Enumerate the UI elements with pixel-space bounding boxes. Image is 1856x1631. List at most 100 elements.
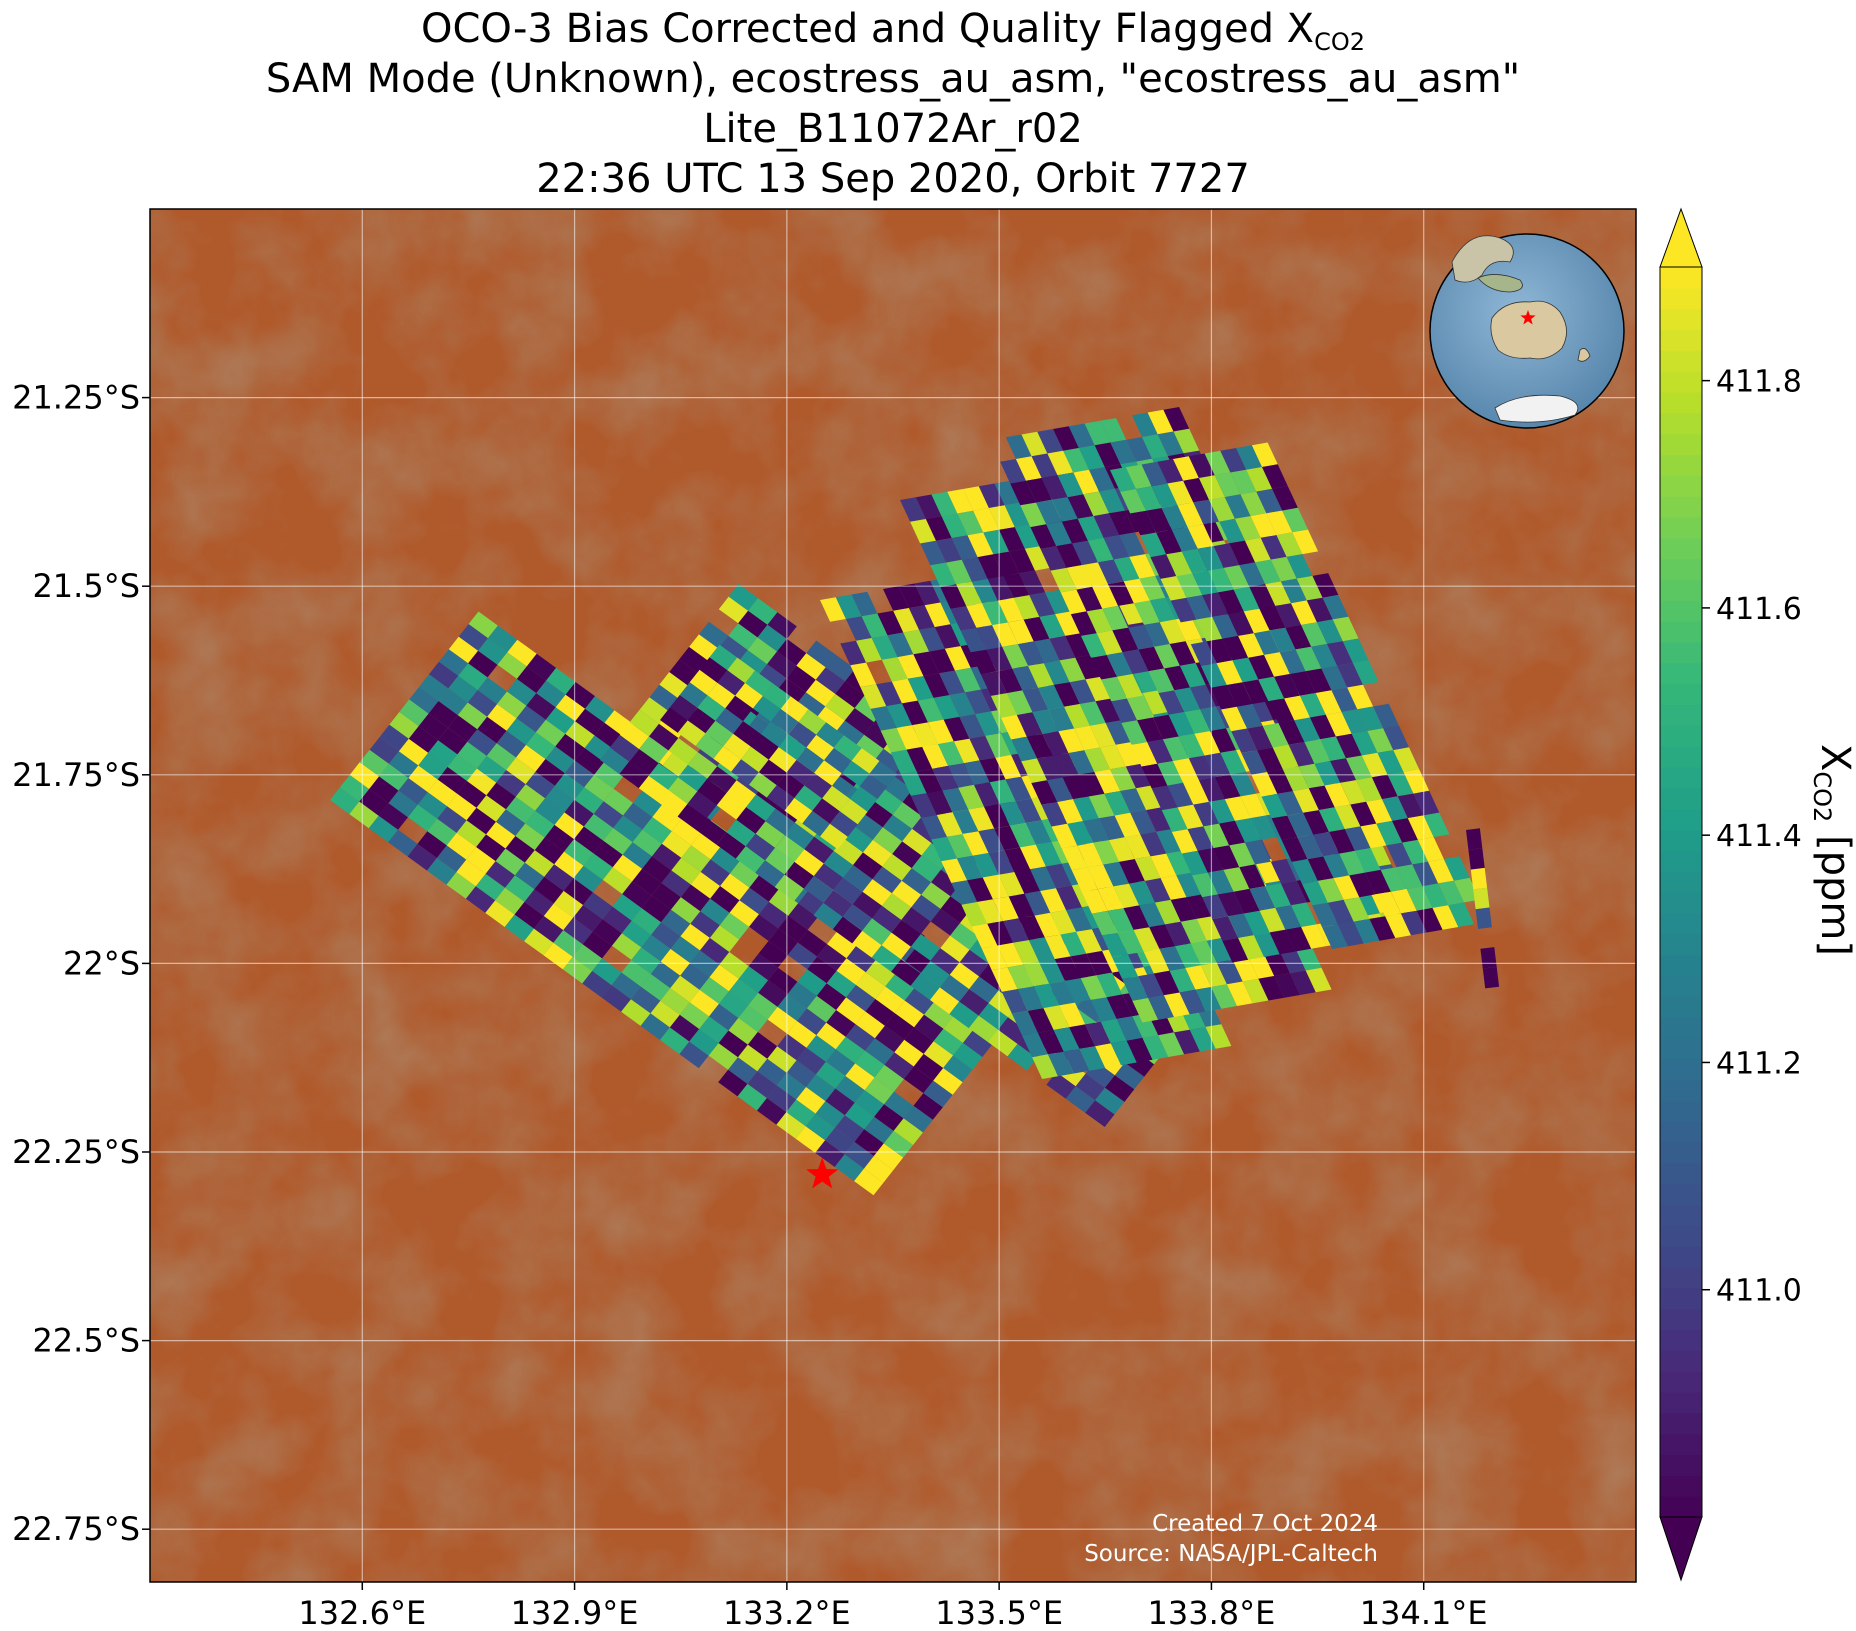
footprint-cell — [1261, 793, 1288, 819]
footprint-cell — [639, 697, 669, 724]
footprint-cell — [749, 875, 779, 902]
footprint-cell — [1033, 983, 1060, 1009]
footprint-cell — [1380, 867, 1407, 892]
footprint-cell — [678, 764, 708, 792]
footprint-cell — [1009, 823, 1036, 848]
footprint-cell — [777, 1033, 807, 1061]
footprint-cell — [1036, 499, 1062, 525]
footprint-cell — [680, 923, 710, 951]
footprint-cell — [1037, 429, 1064, 454]
footprint-cell — [950, 606, 977, 631]
lat-tick-label: 22.25°S — [12, 1133, 140, 1171]
footprint-cell — [1428, 858, 1454, 884]
footprint-cell — [902, 828, 932, 856]
footprint-cell — [768, 889, 799, 916]
footprint-cell — [884, 1052, 914, 1079]
footprint-cell — [1023, 616, 1050, 642]
footprint-cell — [988, 1029, 1018, 1057]
footprint-cell — [1343, 897, 1370, 922]
lon-tick-label: 133.2°E — [723, 1594, 851, 1631]
footprint-cell — [526, 693, 556, 720]
footprint-cell — [825, 654, 856, 682]
footprint-cell — [1312, 902, 1338, 928]
footprint-cell — [728, 584, 758, 611]
title-line-3: Lite_B11072Ar_r02 — [703, 106, 1083, 152]
footprint-cell — [1173, 428, 1200, 454]
footprint-cell — [1194, 731, 1221, 756]
footprint-cell — [1120, 489, 1146, 514]
footprint-cell — [1284, 695, 1310, 721]
footprint-cell — [920, 960, 950, 988]
footprint-cell — [882, 854, 912, 881]
footprint-cell — [1102, 932, 1128, 958]
footprint-cell — [869, 761, 898, 787]
footprint-cell — [855, 1011, 885, 1039]
footprint-cell — [893, 1118, 923, 1145]
footprint-cell — [971, 578, 998, 604]
colorbar-segment — [1660, 850, 1702, 872]
footprint-cell — [1169, 968, 1196, 993]
footprint-cell — [466, 847, 496, 874]
footprint-cell — [446, 872, 476, 899]
footprint-cell — [603, 828, 633, 855]
footprint-cell — [934, 624, 961, 649]
footprint-cell — [1241, 750, 1268, 775]
footprint-cell — [1274, 674, 1300, 699]
footprint-cell — [913, 1093, 943, 1120]
footprint-cell — [825, 693, 855, 721]
footprint-cell — [882, 893, 912, 920]
footprint-cell — [997, 597, 1024, 623]
footprint-cell — [977, 899, 1003, 924]
footprint-cell — [1043, 1005, 1070, 1030]
footprint-cell — [1233, 888, 1260, 914]
footprint-cell — [1342, 638, 1369, 663]
map-area — [150, 209, 1636, 1582]
footprint-cell — [922, 744, 949, 769]
footprint-cell — [844, 1102, 875, 1130]
footprint-cell — [1015, 798, 1042, 823]
footprint-cell — [1290, 970, 1316, 995]
footprint-cell — [1281, 837, 1308, 862]
footprint-cell — [555, 694, 586, 722]
footprint-cell — [545, 746, 575, 774]
footprint-cell — [1076, 586, 1103, 612]
colorbar-segment — [1660, 1121, 1702, 1143]
footprint-cell — [709, 644, 738, 671]
footprint-cell — [1065, 1086, 1096, 1113]
footprint-cell — [983, 529, 1010, 555]
target-star-icon — [806, 1157, 839, 1189]
footprint-cell — [650, 961, 681, 989]
footprint-cell — [486, 782, 516, 810]
footprint-cell — [850, 662, 877, 688]
footprint-cell — [1106, 652, 1133, 677]
footprint-cell — [1112, 627, 1139, 653]
footprint-cell — [1030, 866, 1056, 891]
footprint-cell — [1047, 1051, 1074, 1077]
footprint-cell — [907, 676, 934, 701]
footprint-cell — [438, 649, 469, 676]
footprint-cell — [1143, 948, 1170, 974]
footprint-cell — [1011, 736, 1037, 762]
footprint-cell — [1148, 995, 1174, 1020]
footprint-cell — [689, 1029, 719, 1056]
footprint-cell — [497, 691, 527, 719]
footprint-cell — [1294, 717, 1321, 742]
footprint-cell — [476, 795, 506, 822]
footprint-cell — [726, 819, 756, 847]
source-credit: Source: NASA/JPL-Caltech — [1084, 1541, 1378, 1567]
footprint-cell — [1206, 937, 1233, 963]
footprint-cell — [1165, 921, 1191, 947]
footprint-cell — [718, 1030, 748, 1058]
footprint-cell — [1258, 676, 1285, 702]
footprint-cell — [943, 1016, 973, 1043]
footprint-cell — [534, 916, 564, 943]
footprint-cell — [700, 898, 730, 926]
footprint-cell — [1154, 644, 1180, 669]
footprint-cell — [710, 886, 740, 913]
footprint-cell — [1438, 880, 1464, 906]
footprint-cell — [710, 846, 740, 874]
footprint-cell — [1093, 513, 1120, 538]
footprint-cell — [1037, 1029, 1064, 1055]
footprint-cell — [1007, 1043, 1037, 1071]
